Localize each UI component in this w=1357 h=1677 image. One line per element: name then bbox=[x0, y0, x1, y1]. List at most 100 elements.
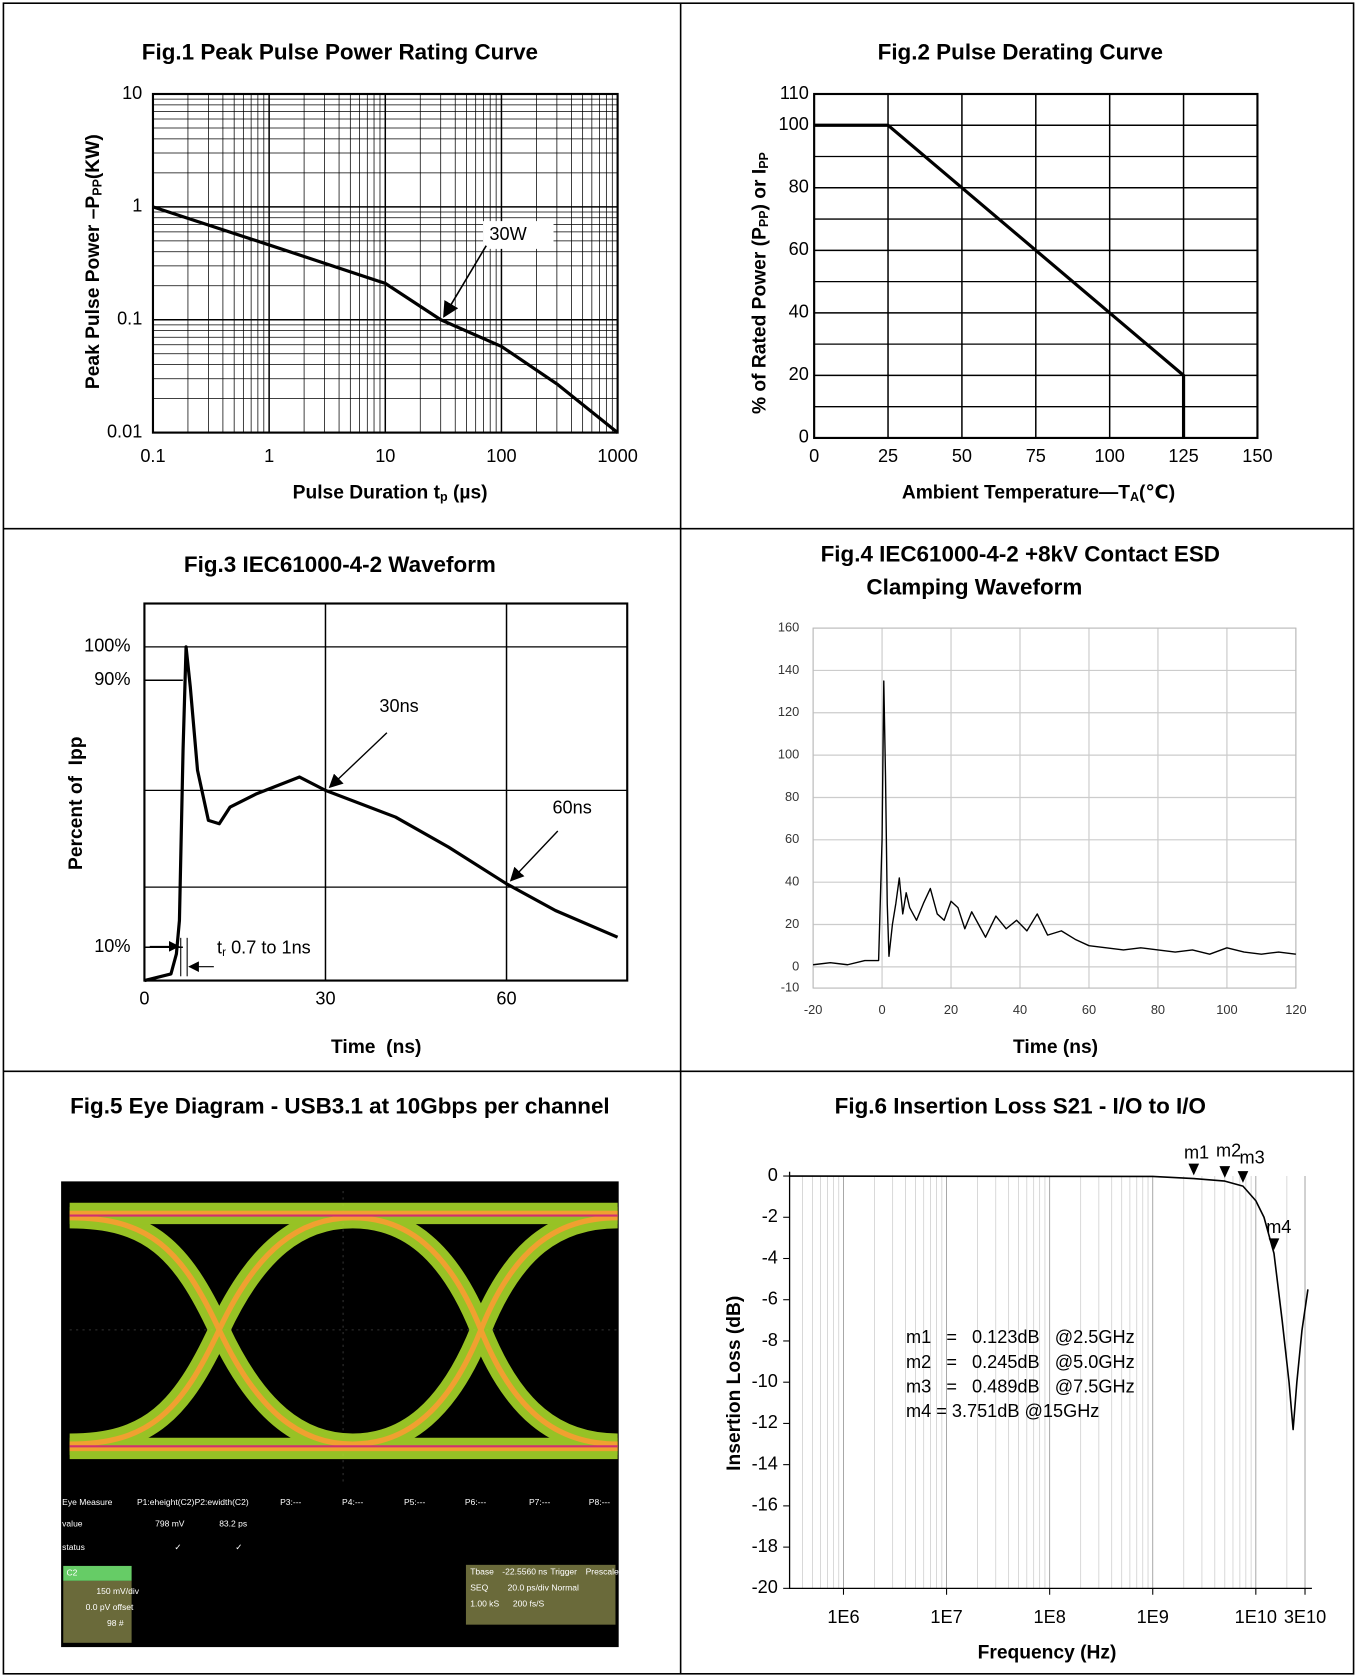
marker-label: m2 bbox=[1216, 1140, 1241, 1160]
marker bbox=[1219, 1166, 1230, 1178]
y-tick-label: -4 bbox=[762, 1247, 778, 1267]
annotation: m4 = 3.751dB @15GHz bbox=[906, 1401, 1099, 1421]
x-tick-label: 1E8 bbox=[1034, 1607, 1066, 1627]
scope-text: P2:ewidth(C2) bbox=[195, 1497, 249, 1507]
y-tick-label: -8 bbox=[762, 1330, 778, 1350]
y-tick-label: 20 bbox=[789, 364, 809, 384]
scope-text: P5:--- bbox=[404, 1497, 425, 1507]
data-line bbox=[813, 681, 1296, 965]
annotation: m1 = 0.123dB @2.5GHz bbox=[906, 1327, 1135, 1347]
y-tick-label: 110 bbox=[780, 83, 809, 103]
annotation: 30W bbox=[489, 224, 527, 244]
scope-text: Normal bbox=[551, 1583, 579, 1593]
x-tick-label: 60 bbox=[496, 989, 516, 1009]
y-tick-label: 1 bbox=[132, 196, 142, 216]
y-tick-label: 40 bbox=[785, 874, 799, 889]
chart-title: Fig.2 Pulse Derating Curve bbox=[878, 39, 1163, 64]
y-tick-label: 60 bbox=[789, 239, 809, 259]
x-tick-label: 1E10 bbox=[1235, 1607, 1277, 1627]
y-axis-label: Insertion Loss (dB) bbox=[724, 1296, 745, 1471]
y-tick-label: 0.01 bbox=[107, 421, 142, 441]
x-axis-label: Time (ns) bbox=[1013, 1037, 1098, 1058]
y-tick-label: -20 bbox=[752, 1577, 778, 1597]
x-tick-label: 100 bbox=[1216, 1002, 1237, 1017]
y-tick-label: -16 bbox=[752, 1495, 778, 1515]
marker bbox=[1269, 1238, 1280, 1250]
y-tick-label: 100 bbox=[778, 747, 799, 762]
scope-text: Trigger bbox=[550, 1567, 577, 1577]
y-tick-label: -10 bbox=[752, 1371, 778, 1391]
label-part: PP bbox=[91, 179, 105, 196]
y-tick-label: 80 bbox=[785, 789, 799, 804]
x-tick-label: 0.1 bbox=[140, 446, 165, 466]
scope-text: P4:--- bbox=[342, 1497, 363, 1507]
scope-text: 1.00 kS bbox=[470, 1599, 499, 1609]
x-tick-label: 10 bbox=[375, 446, 395, 466]
y-tick-label: 40 bbox=[789, 302, 809, 322]
annotation-arrow bbox=[511, 831, 558, 881]
chart-title: Fig.6 Insertion Loss S21 - I/O to I/O bbox=[835, 1094, 1206, 1119]
x-tick-label: 0 bbox=[139, 989, 149, 1009]
x-tick-label: 1E6 bbox=[827, 1607, 859, 1627]
y-tick-label: -12 bbox=[752, 1412, 778, 1432]
y-tick-label: 10% bbox=[94, 936, 130, 956]
x-tick-label: 20 bbox=[944, 1002, 958, 1017]
y-axis-label: Peak Pulse Power –PPP(KW) bbox=[83, 134, 104, 389]
rise-note: tr 0.7 to 1ns bbox=[217, 937, 311, 959]
y-tick-label: -18 bbox=[752, 1536, 778, 1556]
label-part: Pulse Duration t bbox=[293, 483, 441, 504]
x-tick-label: 1000 bbox=[597, 446, 637, 466]
y-tick-label: -10 bbox=[781, 979, 800, 994]
y-tick-label: 90% bbox=[94, 669, 130, 689]
scope-text: C2 bbox=[66, 1568, 77, 1578]
marker bbox=[1238, 1171, 1249, 1183]
x-tick-label: 50 bbox=[952, 446, 972, 466]
y-tick-label: 10 bbox=[122, 83, 142, 103]
label-part: PP bbox=[757, 210, 771, 227]
scope-text: 798 mV bbox=[155, 1519, 185, 1529]
marker bbox=[1188, 1164, 1199, 1176]
x-tick-label: 75 bbox=[1026, 446, 1046, 466]
annotation: m2 = 0.245dB @5.0GHz bbox=[906, 1352, 1135, 1372]
x-tick-label: 0 bbox=[878, 1002, 885, 1017]
annotation-arrow bbox=[444, 246, 486, 317]
page: Fig.1 Peak Pulse Power Rating Curve0.111… bbox=[0, 0, 1357, 1677]
y-tick-label: 100% bbox=[84, 636, 130, 656]
y-axis-label: % of Rated Power (PPP) or IPP bbox=[750, 152, 771, 414]
chart-title: Fig.3 IEC61000-4-2 Waveform bbox=[184, 552, 496, 577]
marker-label: m1 bbox=[1184, 1142, 1209, 1162]
x-tick-label: 25 bbox=[878, 446, 898, 466]
scope-text: P3:--- bbox=[280, 1497, 301, 1507]
y-axis-label: Percent of Ipp bbox=[66, 737, 87, 870]
x-tick-label: 60 bbox=[1082, 1002, 1096, 1017]
x-axis-label: Pulse Duration tp (µs) bbox=[293, 483, 488, 504]
x-tick-label: 1E9 bbox=[1137, 1607, 1169, 1627]
x-tick-label: 40 bbox=[1013, 1002, 1027, 1017]
label-part: (℃) bbox=[1139, 483, 1175, 504]
x-tick-label: 120 bbox=[1285, 1002, 1306, 1017]
scope-text: 20.0 ps/div bbox=[508, 1583, 550, 1593]
x-tick-label: 1E7 bbox=[930, 1607, 962, 1627]
scope-text: ✓ bbox=[235, 1542, 242, 1552]
scope-text: 0.0 pV offset bbox=[86, 1602, 134, 1612]
label-part: (µs) bbox=[448, 483, 488, 504]
y-tick-label: -2 bbox=[762, 1206, 778, 1226]
scope-text: 83.2 ps bbox=[219, 1519, 247, 1529]
y-tick-label: 100 bbox=[779, 114, 809, 134]
scope-text: -22.5560 ns bbox=[502, 1567, 547, 1577]
scope-text: P7:--- bbox=[529, 1497, 550, 1507]
x-tick-label: 3E10 bbox=[1284, 1607, 1326, 1627]
marker-label: m3 bbox=[1239, 1148, 1264, 1168]
scope-text: P1:eheight(C2) bbox=[137, 1497, 195, 1507]
scope-text: SEQ bbox=[470, 1583, 488, 1593]
chart-title: Fig.1 Peak Pulse Power Rating Curve bbox=[142, 39, 538, 64]
y-tick-label: -6 bbox=[762, 1289, 778, 1309]
scope-text: P8:--- bbox=[589, 1497, 610, 1507]
x-tick-label: 30 bbox=[315, 989, 335, 1009]
scope-text: Tbase bbox=[470, 1567, 494, 1577]
label-part: % of Rated Power (P bbox=[750, 227, 771, 414]
x-tick-label: 1 bbox=[264, 446, 274, 466]
y-tick-label: 120 bbox=[778, 704, 799, 719]
label-part: PP bbox=[757, 152, 771, 169]
x-tick-label: 80 bbox=[1151, 1002, 1165, 1017]
